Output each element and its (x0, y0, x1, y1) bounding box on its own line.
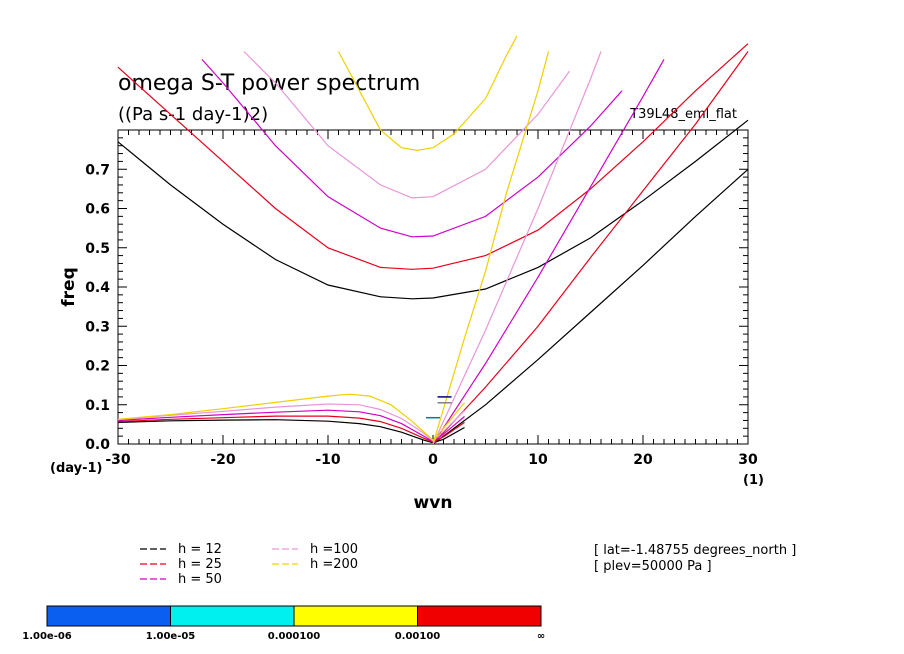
y-tick-label: 0.1 (85, 398, 110, 414)
x-tick-label: 30 (738, 452, 758, 468)
x-tick-label: -10 (315, 452, 341, 468)
legend-label: h = 12 (178, 542, 222, 557)
colorbar-segment (417, 605, 542, 627)
y-tick-label: 0.5 (85, 241, 110, 257)
colorbar-label: 1.00e-05 (146, 631, 196, 642)
chart-subtitle: ((Pa s-1 day-1)2) (118, 104, 268, 125)
colorbar-segment (170, 605, 295, 627)
legend-label: h = 25 (178, 557, 222, 572)
series-3-ig1-curve (201, 59, 623, 238)
y-tick-label: 0.3 (85, 319, 110, 335)
y-tick-label: 0.6 (85, 202, 110, 218)
series-1-kelvin-curve (432, 168, 749, 444)
latitude-info: [ lat=-1.48755 degrees_north ] (594, 543, 796, 558)
y-tick-label: 0.0 (85, 437, 110, 453)
colorbar-label: 1.00e-06 (22, 631, 72, 642)
series-5-kelvin-curve (432, 51, 550, 444)
series-4-ig1-curve (243, 51, 570, 199)
x-tick-label: 0 (428, 452, 438, 468)
series-5-ig1-curve (337, 35, 518, 152)
chart-title: omega S-T power spectrum (118, 71, 420, 96)
series-1-mrg-curve (117, 419, 465, 444)
x-tick-label: 10 (528, 452, 548, 468)
y-unit-label: (day-1) (50, 461, 102, 476)
x-tick-label: 20 (633, 452, 653, 468)
x-unit-label: (1) (743, 473, 764, 488)
colorbar-label: 0.00100 (395, 631, 441, 642)
series-3-kelvin-curve (432, 59, 665, 444)
legend-label: h = 50 (178, 572, 222, 587)
colorbar-label: 0.000100 (268, 631, 321, 642)
pressure-level-info: [ plev=50000 Pa ] (594, 559, 712, 574)
y-axis-label: freq (59, 267, 79, 306)
series-2-ig1-curve (117, 43, 749, 270)
series-2-kelvin-curve (432, 51, 749, 444)
legend-label: h =200 (310, 557, 358, 572)
colorbar-label: ∞ (537, 631, 545, 642)
y-tick-label: 0.2 (85, 359, 110, 375)
legend-label: h =100 (310, 542, 358, 557)
y-tick-label: 0.7 (85, 162, 110, 178)
series-5-mrg-curve (117, 393, 465, 441)
colorbar: 1.00e-06 1.00e-05 0.000100 0.00100 ∞ (22, 605, 545, 642)
colorbar-segment (46, 605, 171, 627)
series-1-ig1-curve (117, 119, 749, 300)
x-tick-label: -20 (210, 452, 236, 468)
series-4-kelvin-curve (432, 51, 602, 444)
x-tick-label: -30 (105, 452, 131, 468)
experiment-label: T39L48_eml_flat (629, 107, 737, 122)
x-axis-label: wvn (414, 493, 453, 513)
y-tick-label: 0.4 (85, 280, 110, 296)
colorbar-segment (293, 605, 418, 627)
